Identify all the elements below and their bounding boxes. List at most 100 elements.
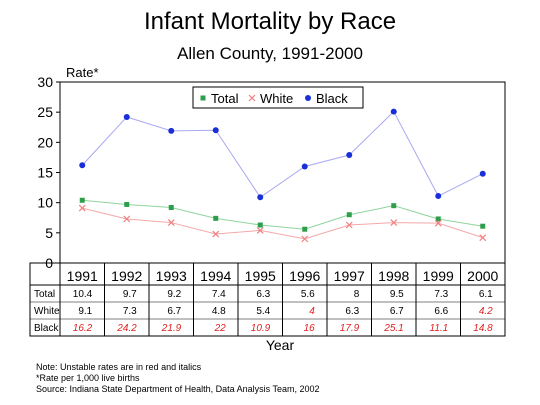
table-cell: 16	[304, 323, 316, 334]
table-cell: 5.4	[256, 306, 270, 317]
table-cell: 17.9	[340, 323, 360, 334]
table-cell: 7.3	[123, 306, 137, 317]
legend-marker-total	[200, 95, 206, 101]
point-white	[301, 235, 309, 243]
point-x-stroke	[345, 221, 353, 229]
point-white	[256, 226, 264, 234]
point-total	[302, 226, 308, 232]
point-x-stroke	[123, 215, 131, 223]
legend-marker-black	[305, 95, 311, 101]
y-tick-label: 5	[45, 225, 53, 241]
legend-x-stroke	[248, 94, 256, 102]
point-black	[346, 152, 353, 159]
x-tick-label: 1992	[111, 268, 142, 284]
note-rate: *Rate per 1,000 live births	[36, 373, 140, 383]
table-cell: 4	[309, 306, 315, 317]
point-white	[390, 219, 398, 227]
legend: Total White Black	[192, 86, 364, 109]
point-white	[212, 230, 220, 238]
table-cell: 25.1	[383, 323, 403, 334]
table-cell: 6.7	[390, 306, 404, 317]
point-black	[257, 194, 264, 201]
legend-label-white: White	[260, 91, 293, 106]
point-black	[168, 127, 175, 134]
point-black	[435, 193, 442, 200]
x-tick-label: 1996	[289, 268, 320, 284]
x-tick-label: 1997	[334, 268, 365, 284]
table-cell: 10.4	[73, 289, 93, 300]
point-white	[167, 219, 175, 227]
table-cell: 4.8	[212, 306, 226, 317]
table-cell: 22	[214, 323, 227, 334]
series-line-total	[82, 199, 483, 230]
legend-marker-white	[248, 94, 256, 102]
point-total	[480, 223, 486, 229]
table-cell: 24.2	[116, 323, 137, 334]
table-row-label: Black	[34, 323, 59, 334]
point-black	[479, 170, 486, 177]
x-tick-label: 2000	[467, 268, 498, 284]
point-black	[123, 113, 130, 120]
point-x-stroke	[167, 219, 175, 227]
series-line-black	[81, 110, 483, 198]
table-cell: 6.6	[434, 306, 448, 317]
point-black	[212, 127, 219, 134]
table-cell: 6.3	[345, 306, 359, 317]
point-white	[479, 234, 487, 242]
point-white	[345, 221, 353, 229]
table-cell: 6.3	[256, 289, 270, 300]
point-total	[79, 197, 85, 203]
y-tick-label: 25	[37, 104, 53, 120]
legend-box	[192, 86, 364, 109]
note-source: Source: Indiana State Department of Heal…	[36, 384, 320, 394]
x-tick-label: 1998	[378, 268, 409, 284]
point-total	[391, 203, 397, 209]
table-cell: 10.9	[251, 323, 271, 334]
table-cell: 9.2	[167, 289, 181, 300]
point-total	[435, 216, 441, 222]
point-black	[301, 163, 308, 170]
point-black	[390, 108, 397, 115]
series-line-white	[82, 207, 483, 240]
x-tick-label: 1991	[67, 268, 98, 284]
point-total	[213, 215, 219, 221]
table-cell: 4.2	[479, 306, 493, 317]
table-cell: 9.5	[390, 289, 404, 300]
table-cell: 6.7	[167, 306, 181, 317]
point-x-stroke	[256, 226, 264, 234]
y-tick-label: 10	[37, 195, 53, 211]
table-cell: 9.7	[123, 289, 137, 300]
point-x-stroke	[78, 204, 86, 212]
point-x-stroke	[301, 235, 309, 243]
table-cell: 16.2	[73, 323, 93, 334]
point-total	[346, 212, 352, 218]
point-x-stroke	[390, 219, 398, 227]
table-cell: 9.1	[78, 306, 92, 317]
point-total	[168, 204, 174, 210]
y-tick-label: 20	[37, 134, 53, 150]
point-black	[79, 162, 86, 169]
table-cell: 7.3	[434, 289, 448, 300]
table-row-label: Total	[34, 289, 55, 300]
x-axis-label: Year	[265, 337, 295, 353]
x-tick-label: 1994	[200, 268, 231, 284]
point-white	[123, 215, 131, 223]
point-total	[257, 222, 263, 228]
point-x-stroke	[434, 219, 442, 227]
table-cell: 5.6	[301, 289, 315, 300]
table-cell: 6.1	[479, 289, 493, 300]
x-tick-label: 1995	[245, 268, 276, 284]
y-axis-label: Rate*	[66, 65, 99, 80]
table-cell: 11.1	[430, 323, 449, 334]
note-unstable: Note: Unstable rates are in red and ital…	[36, 362, 202, 372]
point-x-stroke	[479, 234, 487, 242]
table-cell: 21.9	[161, 323, 182, 334]
markers-layer	[78, 108, 487, 243]
table-cell: 8	[354, 289, 360, 300]
x-tick-label: 1993	[156, 268, 187, 284]
point-total	[124, 201, 130, 207]
legend-label-black: Black	[316, 91, 348, 106]
data-table: 1991 1992 1993 1994 1995 1996 1997 1998 1999 2000…	[29, 262, 506, 337]
